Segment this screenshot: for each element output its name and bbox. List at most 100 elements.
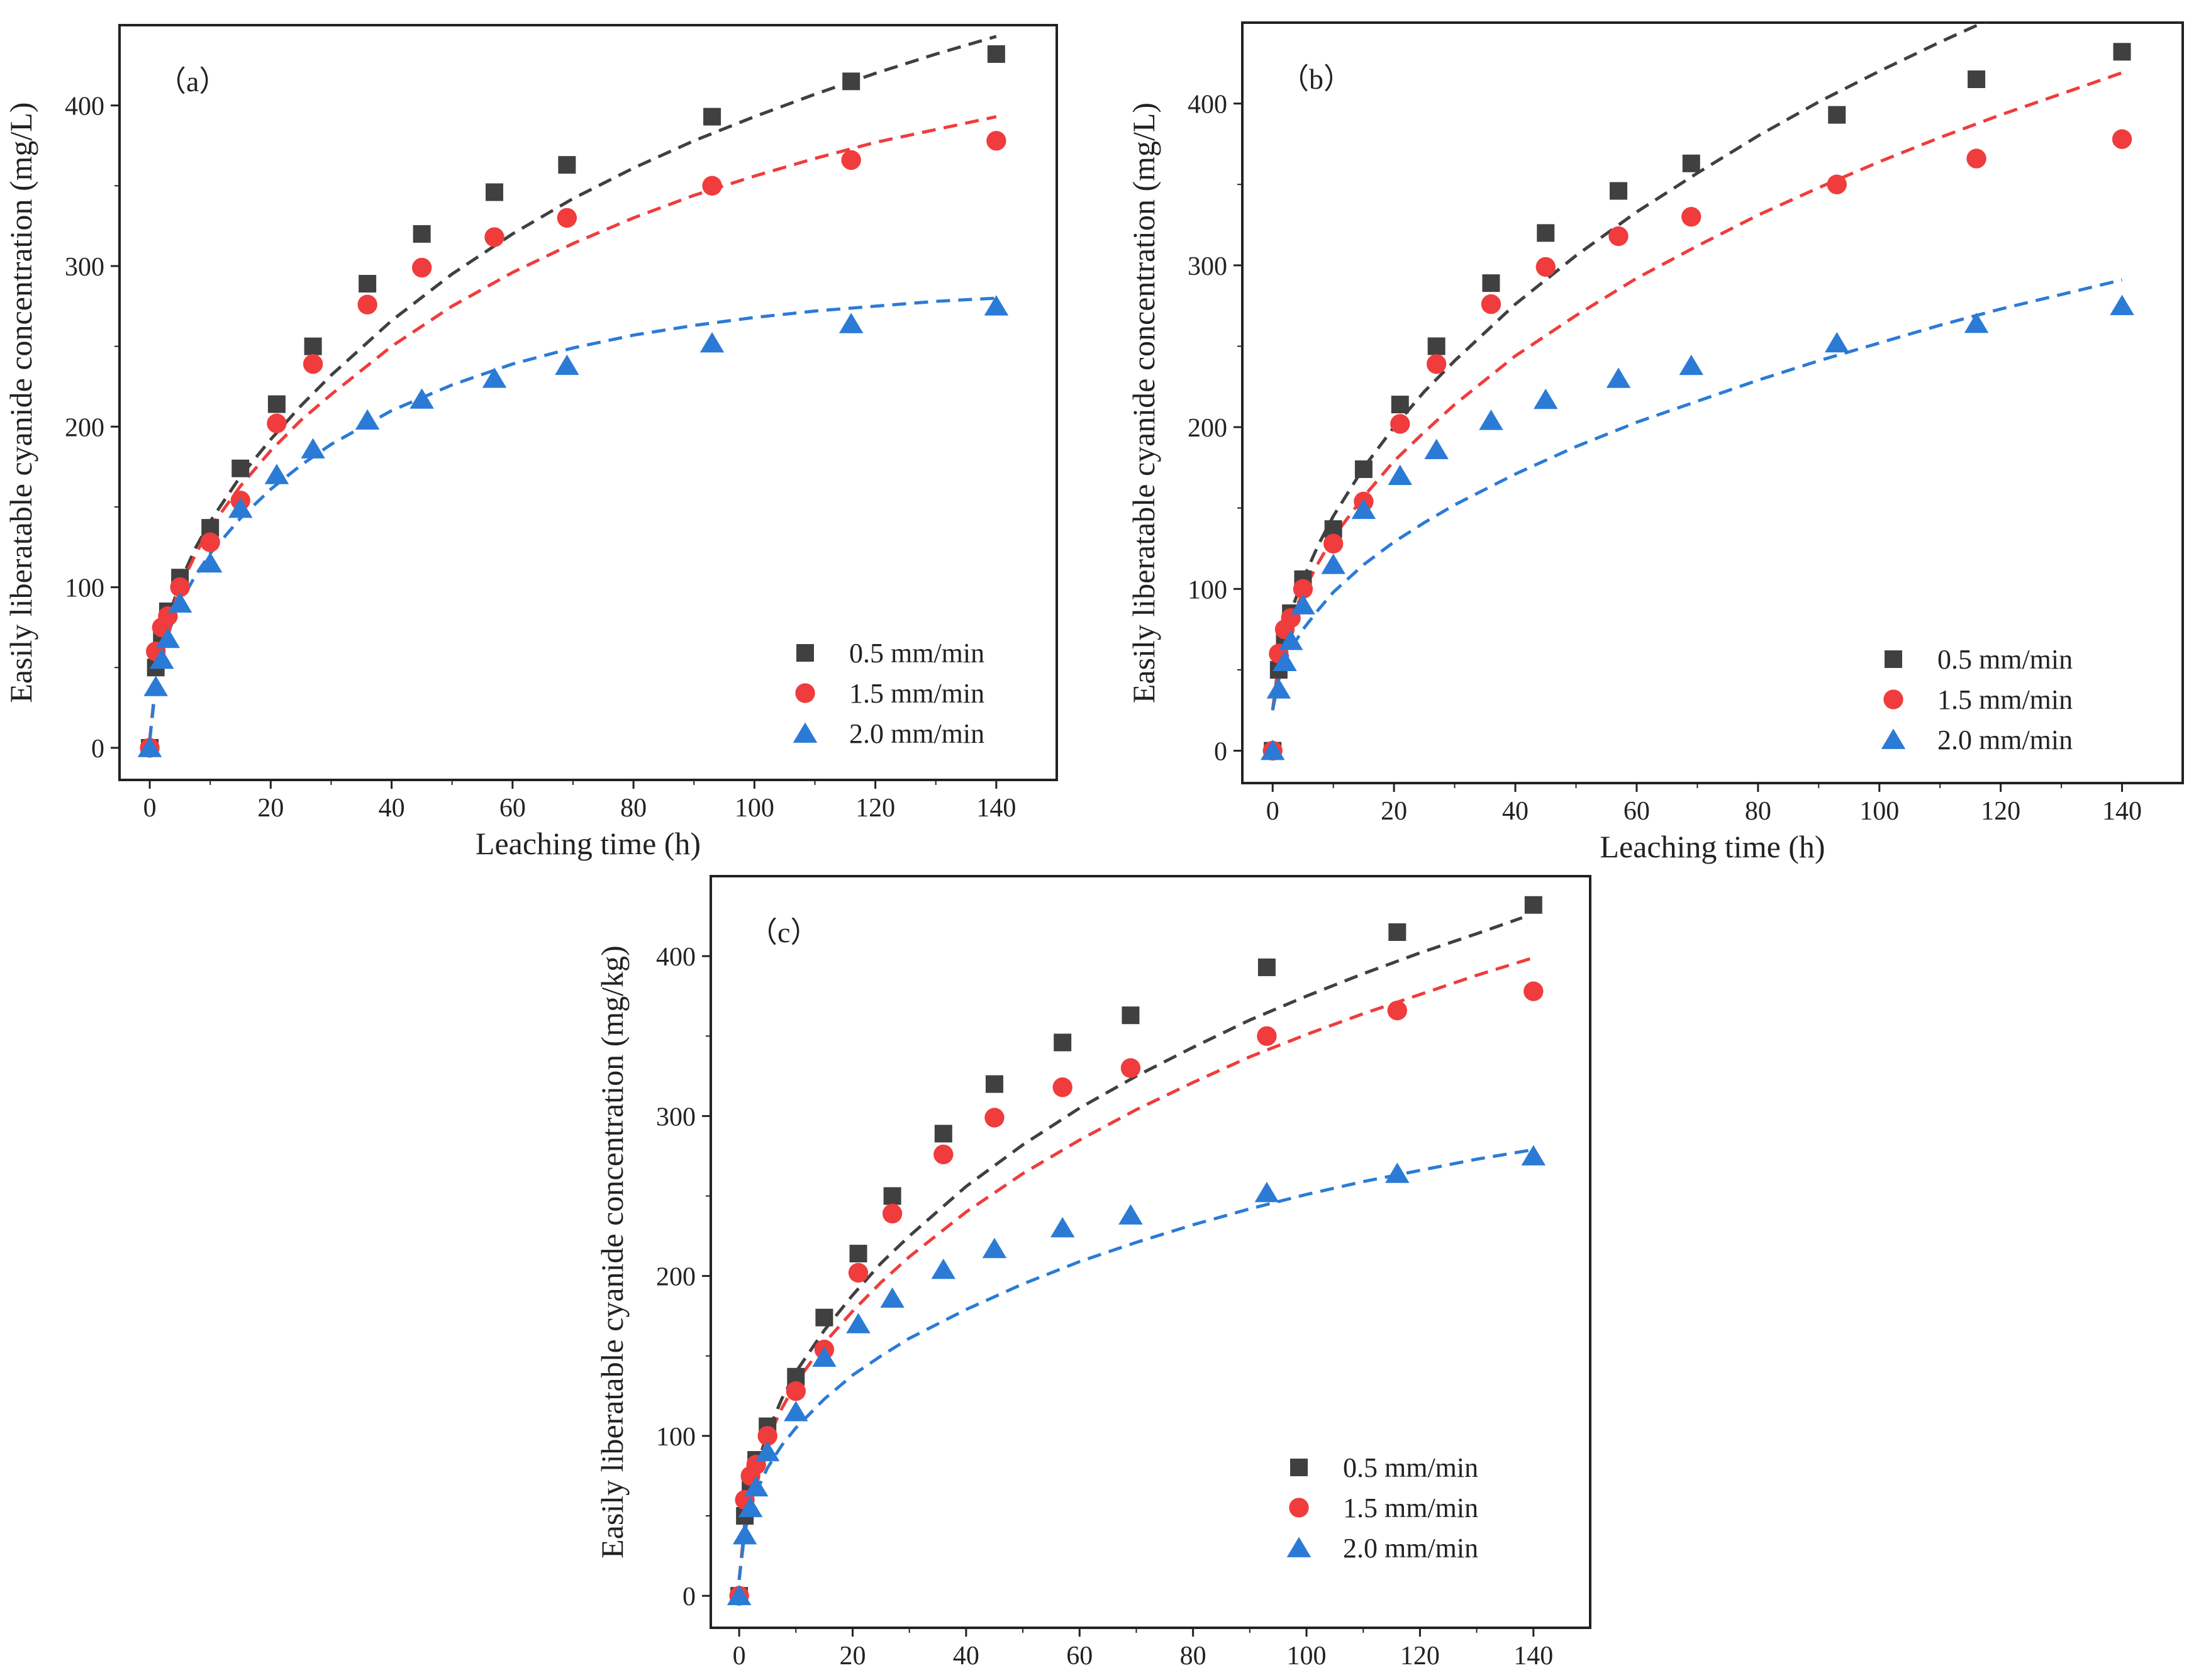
data-point-triangle-marker bbox=[482, 367, 507, 388]
data-point-circle-marker bbox=[984, 1108, 1005, 1128]
data-point-circle-marker bbox=[1052, 1077, 1072, 1098]
data-point-circle-marker bbox=[200, 532, 220, 552]
x-tick-label: 100 bbox=[1859, 797, 1899, 826]
y-tick-label: 200 bbox=[65, 413, 104, 442]
legend-triangle-marker bbox=[793, 722, 818, 743]
data-point-square-marker bbox=[1388, 923, 1406, 941]
data-point-circle-marker bbox=[557, 208, 577, 228]
data-point-triangle-marker bbox=[812, 1346, 837, 1367]
data-point-square-marker bbox=[1682, 154, 1700, 172]
x-tick-label: 60 bbox=[499, 794, 526, 823]
chart-panel-a: 0 20 40 60 80 100 120 140 0 100 200 300 400 Leaching … bbox=[3, 24, 1058, 861]
y-tick-label: 200 bbox=[656, 1263, 696, 1292]
x-tick-label: 60 bbox=[1624, 797, 1650, 826]
y-tick-label: 400 bbox=[656, 943, 696, 972]
legend-square-marker bbox=[796, 644, 814, 662]
y-tick-label: 200 bbox=[1188, 414, 1227, 443]
data-point-circle-marker bbox=[1387, 1000, 1408, 1021]
x-tick-label: 40 bbox=[1502, 797, 1529, 826]
x-tick-label: 20 bbox=[1381, 797, 1407, 826]
x-tick-label: 140 bbox=[1513, 1642, 1553, 1671]
data-point-square-marker bbox=[486, 183, 503, 201]
data-point-triangle-marker bbox=[846, 1313, 871, 1333]
data-point-triangle-marker bbox=[409, 388, 434, 409]
data-point-triangle-marker bbox=[1424, 438, 1449, 459]
y-tick-label: 300 bbox=[656, 1103, 696, 1132]
panel-label: （a） bbox=[157, 65, 228, 97]
data-point-circle-marker bbox=[882, 1203, 903, 1224]
data-point-triangle-marker bbox=[738, 1496, 763, 1518]
data-point-square-marker bbox=[1427, 337, 1445, 355]
data-point-square-marker bbox=[1610, 182, 1627, 200]
data-point-circle-marker bbox=[786, 1381, 806, 1401]
legend-label: 2.0 mm/min bbox=[1937, 725, 2073, 755]
data-point-triangle-marker bbox=[784, 1401, 808, 1421]
data-point-square-marker bbox=[231, 459, 250, 477]
legend-label: 1.5 mm/min bbox=[1343, 1493, 1478, 1523]
y-axis-title: Easily liberatable cyanide concentration… bbox=[594, 945, 630, 1559]
x-tick-label: 0 bbox=[1266, 797, 1279, 826]
data-point-triangle-marker bbox=[1321, 554, 1345, 574]
data-point-triangle-marker bbox=[1385, 1162, 1410, 1183]
data-point-circle-marker bbox=[1481, 294, 1501, 314]
data-point-circle-marker bbox=[1257, 1026, 1277, 1046]
legend-square-marker bbox=[1290, 1459, 1308, 1476]
data-point-circle-marker bbox=[1827, 174, 1847, 194]
data-point-circle-marker bbox=[1120, 1058, 1141, 1078]
data-point-triangle-marker bbox=[838, 313, 864, 333]
legend-square-marker bbox=[1885, 650, 1902, 668]
data-point-triangle-marker bbox=[1388, 464, 1413, 486]
data-point-square-marker bbox=[1257, 958, 1276, 976]
x-tick-label: 80 bbox=[1745, 797, 1771, 826]
data-point-square-marker bbox=[985, 1075, 1003, 1093]
data-point-triangle-marker bbox=[1521, 1145, 1546, 1165]
legend-label: 1.5 mm/min bbox=[849, 678, 984, 709]
x-tick-label: 40 bbox=[379, 794, 405, 823]
data-point-triangle-marker bbox=[931, 1258, 956, 1279]
legend-label: 2.0 mm/min bbox=[849, 718, 984, 749]
data-point-triangle-marker bbox=[301, 438, 325, 459]
data-point-triangle-marker bbox=[982, 1237, 1007, 1259]
y-tick-label: 400 bbox=[65, 92, 104, 121]
data-point-circle-marker bbox=[986, 131, 1006, 151]
legend-label: 0.5 mm/min bbox=[1343, 1452, 1478, 1483]
data-point-circle-marker bbox=[1681, 207, 1702, 227]
data-point-triangle-marker bbox=[1266, 678, 1291, 699]
x-tick-label: 120 bbox=[855, 794, 895, 823]
fit-curve bbox=[737, 916, 1523, 1580]
data-point-triangle-marker bbox=[1273, 650, 1297, 671]
legend-label: 1.5 mm/min bbox=[1937, 684, 2073, 715]
x-tick-label: 120 bbox=[1400, 1642, 1440, 1671]
chart-panel-c: 0 20 40 60 80 100 120 140 0 100 200 300 400 Leaching … bbox=[594, 875, 1591, 1680]
legend: 0.5 mm/min 1.5 mm/min 2.0 mm/min bbox=[793, 638, 984, 749]
data-point-square-marker bbox=[934, 1125, 952, 1143]
data-point-square-marker bbox=[304, 337, 322, 355]
data-point-square-marker bbox=[1391, 396, 1409, 414]
data-point-square-marker bbox=[849, 1245, 867, 1263]
data-point-circle-marker bbox=[1426, 354, 1447, 374]
data-point-triangle-marker bbox=[355, 409, 380, 430]
data-point-square-marker bbox=[842, 72, 861, 91]
legend-triangle-marker bbox=[1881, 728, 1906, 749]
legend: 0.5 mm/min 1.5 mm/min 2.0 mm/min bbox=[1881, 644, 2073, 755]
fit-curve bbox=[1271, 278, 2123, 711]
data-point-triangle-marker bbox=[727, 1584, 752, 1606]
data-point-triangle-marker bbox=[699, 332, 725, 353]
data-point-circle-marker bbox=[933, 1144, 954, 1165]
data-point-square-marker bbox=[1968, 70, 1986, 89]
data-point-circle-marker bbox=[2112, 129, 2132, 149]
data-point-triangle-marker bbox=[555, 354, 579, 375]
y-tick-label: 100 bbox=[65, 574, 104, 603]
data-point-triangle-marker bbox=[167, 592, 192, 613]
data-point-circle-marker bbox=[1966, 148, 1986, 169]
legend: 0.5 mm/min 1.5 mm/min 2.0 mm/min bbox=[1286, 1452, 1478, 1564]
data-point-circle-marker bbox=[170, 577, 190, 598]
data-point-triangle-marker bbox=[744, 1476, 769, 1497]
y-tick-label: 100 bbox=[1188, 576, 1227, 604]
data-point-triangle-marker bbox=[880, 1287, 905, 1308]
x-axis-title: Leaching time (h) bbox=[476, 826, 701, 861]
data-point-circle-marker bbox=[1608, 226, 1629, 247]
fit-curve bbox=[737, 956, 1534, 1580]
data-point-triangle-marker bbox=[732, 1524, 757, 1545]
